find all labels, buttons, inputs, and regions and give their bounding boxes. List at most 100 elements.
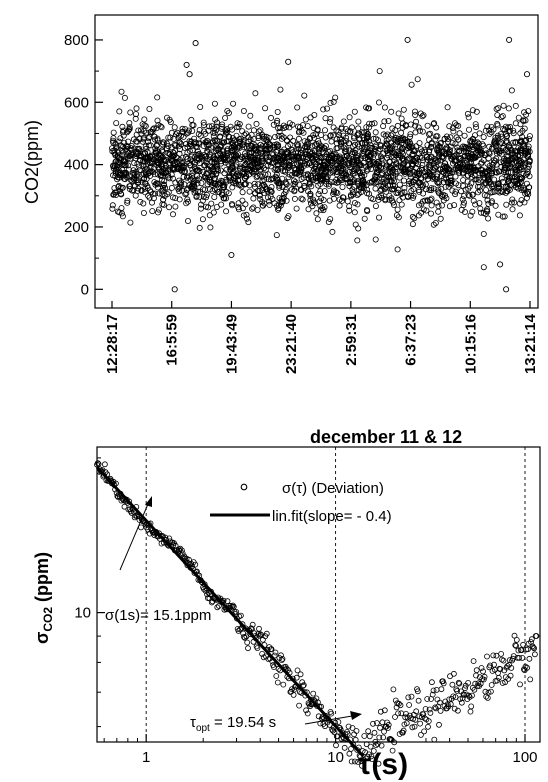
co2-point [391,136,398,143]
co2-point [327,132,334,139]
co2-point [272,165,279,172]
co2-point [491,176,498,183]
co2-point [204,147,211,154]
co2-point [126,183,133,190]
co2-point [280,122,287,129]
deviation-point [443,705,450,712]
co2-point [472,201,479,208]
co2-point [241,181,248,188]
deviation-point [244,639,251,646]
co2-point [134,138,141,145]
deviation-point [254,645,261,651]
bottom-x-axis: 1 10 100 [103,734,538,766]
co2-point [206,212,213,219]
co2-point [363,167,370,174]
co2-point [471,132,478,139]
co2-point [256,172,263,179]
co2-point [525,143,532,150]
co2-point [154,94,161,101]
co2-point [189,147,196,154]
co2-point [419,128,426,135]
co2-point [443,150,450,157]
co2-point [390,174,397,181]
co2-point [339,184,346,191]
co2-point [247,112,254,119]
co2-point [271,143,278,150]
co2-point [284,154,291,161]
co2-point [400,106,407,113]
co2-point [399,194,406,201]
co2-point [281,167,288,174]
co2-point [363,139,370,146]
deviation-point [397,702,404,709]
deviation-point [465,692,472,699]
deviation-point [450,670,457,677]
co2-point [165,174,172,181]
deviation-point [237,626,244,633]
deviation-point [278,657,285,663]
co2-point [239,128,246,135]
co2-point [142,143,149,150]
bottom-x-tick-label: 10 [327,749,344,766]
co2-point [415,202,422,209]
co2-point [180,163,187,170]
co2-point [194,188,201,195]
co2-point [166,204,173,211]
co2-point [184,217,191,224]
co2-point [287,134,294,141]
co2-point [200,193,207,200]
co2-point [301,92,308,99]
co2-point [522,150,529,157]
co2-point [467,212,474,219]
deviation-point [498,651,505,657]
co2-point [455,122,462,129]
co2-point [375,196,382,203]
tau-opt-value: = 19.54 s [210,714,276,731]
co2-point [390,185,397,192]
deviation-point [456,680,463,687]
co2-point [336,132,343,139]
co2-point [224,152,231,159]
co2-point [153,157,160,164]
co2-point [239,154,246,161]
co2-point [216,188,223,195]
co2-point [219,121,226,128]
co2-point [252,190,259,197]
co2-point [322,115,329,122]
co2-point [131,160,138,167]
deviation-point [425,723,431,730]
sigma-arrow-shaft [119,503,149,571]
co2-point [187,156,194,163]
co2-point [278,135,285,142]
co2-point [135,127,142,134]
deviation-point [420,711,427,718]
co2-point [434,171,441,178]
co2-point [502,184,509,191]
co2-point [172,161,179,168]
deviation-point [371,729,378,736]
co2-point [400,166,407,173]
deviation-point [390,686,397,693]
co2-point [224,108,231,115]
deviation-point [452,694,459,700]
deviation-point [233,609,240,615]
deviation-point [526,655,533,662]
co2-point [342,126,349,133]
deviation-point [395,710,402,717]
co2-point [138,152,145,159]
co2-point [392,170,399,177]
co2-point [475,176,482,183]
legend-label-fit: lin.fit(slope= - 0.4) [272,508,392,525]
co2-point [435,203,442,210]
co2-point [433,124,440,131]
deviation-point [478,665,485,671]
deviation-point [403,711,409,717]
deviation-point [462,685,468,692]
co2-point [516,200,523,207]
co2-point [371,120,378,127]
co2-point [153,161,160,168]
deviation-point [249,621,256,628]
co2-point [213,123,220,130]
co2-point [447,181,454,188]
co2-point [433,163,440,170]
